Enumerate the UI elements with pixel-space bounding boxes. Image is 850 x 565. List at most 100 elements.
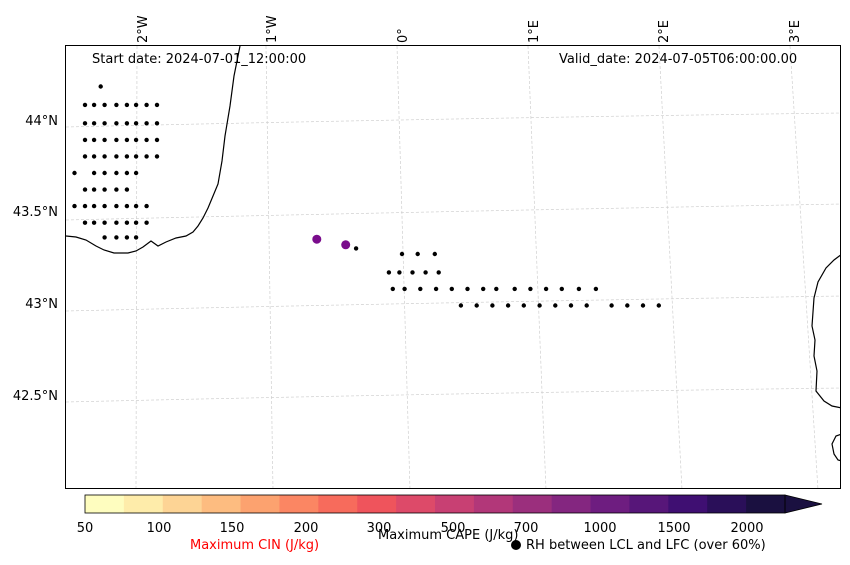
colorbar-tick-500: 500 <box>440 521 466 536</box>
graticule <box>66 46 840 488</box>
colorbar-tick-1500: 1500 <box>657 521 691 536</box>
rh-point <box>91 187 97 192</box>
lat-label-44n: 44°N <box>25 114 58 129</box>
rh-point <box>465 286 470 292</box>
rh-point <box>91 121 97 126</box>
rh-point <box>82 137 88 143</box>
rh-point <box>133 203 139 209</box>
rh-point <box>114 220 119 225</box>
lat-label-43n: 43°N <box>25 297 58 312</box>
colorbar-outline <box>84 494 786 514</box>
cape-point <box>341 240 351 250</box>
rh-point <box>415 251 420 257</box>
rh-point <box>114 154 119 159</box>
colorbar-segment <box>357 495 397 513</box>
rh-point <box>114 137 119 143</box>
parallel-43n <box>66 295 840 312</box>
rh-point <box>397 270 402 275</box>
colorbar-segment <box>318 495 358 513</box>
rh-point <box>72 170 77 176</box>
colorbar-tick-2000: 2000 <box>730 521 764 536</box>
rh-point <box>124 102 130 108</box>
rh-point <box>72 203 77 209</box>
colorbar-segment <box>162 495 203 513</box>
rh-point <box>418 286 423 292</box>
parallel-44n <box>66 112 840 128</box>
rh-point <box>568 303 574 308</box>
coastline-west <box>66 46 241 254</box>
colorbar-segment <box>512 495 553 513</box>
rh-points-layer <box>72 84 661 308</box>
rh-point <box>114 102 119 108</box>
rh-point <box>133 220 139 225</box>
rh-point <box>410 270 415 275</box>
colorbar-segment <box>629 495 669 513</box>
rh-point <box>521 303 526 308</box>
rh-point <box>133 235 139 240</box>
colorbar-tick-100: 100 <box>146 521 172 536</box>
meridian-0 <box>396 46 411 488</box>
rh-point <box>543 286 549 292</box>
parallel-43-5n <box>66 203 840 221</box>
colorbar-tick-200: 200 <box>293 521 319 536</box>
rh-point <box>449 286 454 292</box>
meridian-3e <box>789 46 819 488</box>
colorbar-segment <box>201 495 242 513</box>
rh-point <box>494 286 499 292</box>
rh-point <box>98 84 103 89</box>
rh-point <box>102 121 107 126</box>
rh-point <box>144 154 149 159</box>
rh-point <box>386 270 392 275</box>
rh-point <box>102 203 107 209</box>
valid-date-label: Valid_date: 2024-07-05T06:00:00.00 <box>559 52 798 67</box>
rh-point <box>114 203 119 209</box>
map-panel[interactable] <box>65 45 841 489</box>
coastline-east <box>811 254 840 409</box>
start-date-label: Start date: 2024-07-01_12:00:00 <box>92 52 307 67</box>
rh-point <box>528 286 533 292</box>
lon-label-2e: 2°E <box>657 20 672 43</box>
rh-point <box>593 286 599 292</box>
rh-point <box>490 303 495 308</box>
rh-point <box>114 235 119 240</box>
rh-point <box>133 170 139 176</box>
rh-point <box>102 154 107 159</box>
rh-point <box>576 286 582 292</box>
rh-point <box>432 251 437 257</box>
lon-label-2w: 2°W <box>136 15 151 43</box>
coastline-east-south <box>831 434 840 462</box>
rh-point <box>144 102 149 108</box>
rh-point <box>91 137 97 143</box>
lat-label-43-5n: 43.5°N <box>12 205 58 220</box>
colorbar-segment <box>396 495 436 513</box>
rh-point <box>640 303 646 308</box>
rh-point <box>82 121 88 126</box>
lon-label-3e: 3°E <box>788 20 803 43</box>
rh-point <box>82 203 88 209</box>
lon-label-0: 0° <box>396 28 411 43</box>
colorbar-segment <box>473 495 514 513</box>
rh-point <box>512 286 517 292</box>
rh-point <box>353 246 359 251</box>
rh-point <box>133 154 139 159</box>
rh-point <box>124 154 130 159</box>
rh-point <box>537 303 542 308</box>
rh-point <box>144 121 149 126</box>
rh-point <box>505 303 511 308</box>
lat-label-42-5n: 42.5°N <box>12 389 58 404</box>
colorbar-tick-300: 300 <box>366 521 392 536</box>
rh-legend: RH between LCL and LFC (over 60%) <box>511 538 766 553</box>
meridian-2e <box>658 46 683 488</box>
colorbar-segment <box>123 495 164 513</box>
rh-point <box>124 203 130 209</box>
colorbar-segment <box>435 495 475 513</box>
rh-point <box>433 286 439 292</box>
colorbar-segment <box>279 495 319 513</box>
rh-point <box>154 154 160 159</box>
rh-point <box>399 251 405 257</box>
colorbar-segment <box>85 495 125 513</box>
rh-point <box>553 303 558 308</box>
rh-point <box>102 102 107 108</box>
rh-point <box>91 220 97 225</box>
rh-point <box>423 270 428 275</box>
